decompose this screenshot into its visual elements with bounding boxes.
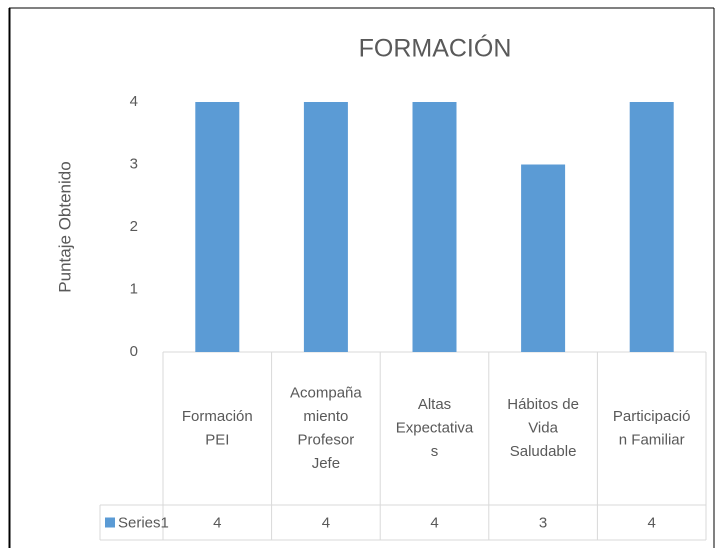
- y-tick-label: 0: [130, 343, 138, 360]
- x-tick-label: Altas Expectativa s: [396, 396, 474, 460]
- table-value: 4: [213, 514, 221, 531]
- bar: [521, 164, 566, 352]
- y-tick-label: 2: [130, 218, 138, 235]
- y-axis-label: Puntaje Obtenido: [55, 161, 74, 292]
- bar: [412, 102, 457, 352]
- x-tick-label: Participació n Familiar: [613, 408, 691, 449]
- x-tick-label: Formación PEI: [182, 408, 253, 449]
- table-value: 4: [648, 514, 656, 531]
- x-tick-label: Acompaña miento Profesor Jefe: [290, 384, 362, 472]
- bar: [195, 102, 240, 352]
- chart-title: FORMACIÓN: [359, 34, 512, 63]
- y-tick-label: 3: [130, 155, 138, 172]
- legend-swatch: [105, 517, 115, 528]
- table-value: 3: [539, 514, 547, 531]
- y-tick-label: 1: [130, 280, 138, 297]
- table-value: 4: [322, 514, 330, 531]
- x-tick-label: Hábitos de Vida Saludable: [507, 396, 579, 460]
- table-value: 4: [430, 514, 438, 531]
- legend-label: Series1: [118, 514, 169, 531]
- bar: [303, 102, 348, 352]
- y-tick-label: 4: [130, 93, 138, 110]
- bar: [629, 102, 674, 352]
